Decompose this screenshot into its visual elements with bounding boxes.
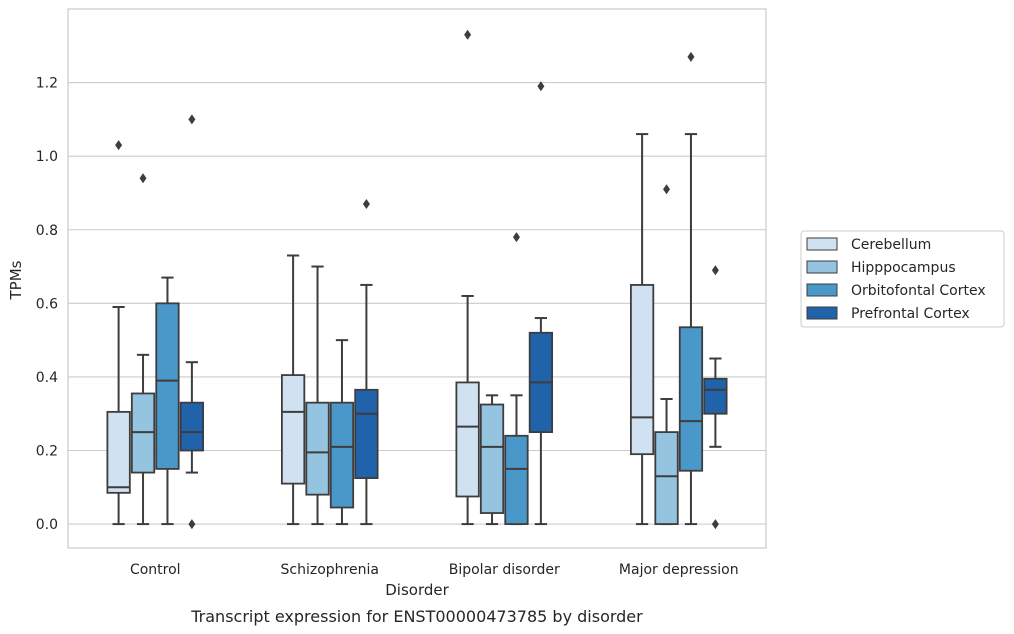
y-tick-label: 1.2: [36, 76, 58, 92]
box-iqr: [703, 377, 728, 415]
legend-frame: [800, 230, 1005, 328]
box-iqr: [280, 374, 306, 485]
legend-item: Prefrontal Cortex: [806, 306, 970, 322]
y-tick-label: 0.2: [36, 444, 58, 460]
box-iqr: [629, 284, 655, 456]
legend-label: Prefrontal Cortex: [851, 306, 970, 322]
box-group: [703, 265, 728, 530]
box-group: [629, 133, 655, 526]
box-iqr: [329, 401, 355, 509]
legend-swatch: [806, 306, 838, 320]
legend-item: Orbitofontal Cortex: [806, 283, 986, 299]
y-tick-label: 0.0: [36, 517, 58, 533]
outlier-marker: [188, 114, 196, 125]
legend: Cerebellum Hipppocampus Orbitofontal Corte…: [800, 230, 1005, 328]
box-iqr: [654, 431, 679, 525]
legend-label: Cerebellum: [851, 237, 931, 253]
x-tick-label: Major depression: [619, 562, 739, 578]
y-axis-label: TPMs: [7, 260, 25, 300]
chart-caption: Transcript expression for ENST0000047378…: [190, 607, 643, 626]
legend-swatch: [806, 283, 838, 297]
legend-item: Cerebellum: [806, 237, 931, 253]
box-group: [179, 114, 205, 530]
y-tick-label: 1.0: [36, 149, 58, 165]
y-axis-ticks: 0.0 0.2 0.4 0.6 0.8 1.0 1.2: [36, 76, 58, 534]
legend-label: Orbitofontal Cortex: [851, 283, 986, 299]
y-tick-label: 0.4: [36, 370, 58, 386]
box-iqr: [305, 401, 330, 496]
outlier-marker: [512, 232, 520, 243]
legend-swatch: [806, 260, 838, 274]
box-group: [305, 265, 330, 526]
box-iqr: [179, 401, 205, 452]
box-group: [155, 276, 180, 526]
box-group: [654, 184, 679, 526]
x-tick-label: Control: [130, 562, 181, 578]
box-group: [455, 29, 480, 526]
outlier-marker: [687, 51, 695, 62]
box-group: [528, 81, 554, 526]
box-group: [354, 198, 379, 526]
box-iqr: [455, 381, 480, 498]
box-group: [678, 51, 704, 526]
y-tick-label: 0.8: [36, 223, 58, 239]
outlier-marker: [139, 173, 147, 184]
box-group: [479, 394, 505, 526]
x-axis-ticks: Control Schizophrenia Bipolar disorder Majo…: [130, 562, 739, 578]
box-iqr: [479, 403, 505, 514]
outlier-marker: [188, 519, 196, 530]
x-tick-label: Schizophrenia: [281, 562, 379, 578]
box-groups: [106, 29, 728, 530]
box-group: [280, 254, 306, 526]
outlier-marker: [537, 81, 545, 92]
box-iqr: [106, 410, 131, 494]
box-group: [130, 173, 156, 526]
box-iqr: [155, 302, 180, 470]
x-tick-label: Bipolar disorder: [449, 562, 560, 578]
legend-swatch: [806, 237, 838, 251]
plot-frame: [67, 8, 767, 549]
outlier-marker: [464, 29, 472, 40]
box-group: [106, 140, 131, 526]
outlier-marker: [362, 198, 370, 209]
outlier-marker: [711, 265, 719, 276]
box-iqr: [504, 434, 529, 525]
outlier-marker: [115, 140, 123, 151]
outlier-marker: [663, 184, 671, 195]
x-axis-label: Disorder: [385, 581, 449, 599]
y-tick-label: 0.6: [36, 296, 58, 312]
box-group: [504, 232, 529, 526]
box-group: [329, 339, 355, 526]
legend-label: Hipppocampus: [851, 260, 956, 276]
outlier-marker: [711, 519, 719, 530]
box-iqr: [354, 388, 379, 479]
legend-item: Hipppocampus: [806, 260, 956, 276]
box-iqr: [678, 326, 704, 472]
